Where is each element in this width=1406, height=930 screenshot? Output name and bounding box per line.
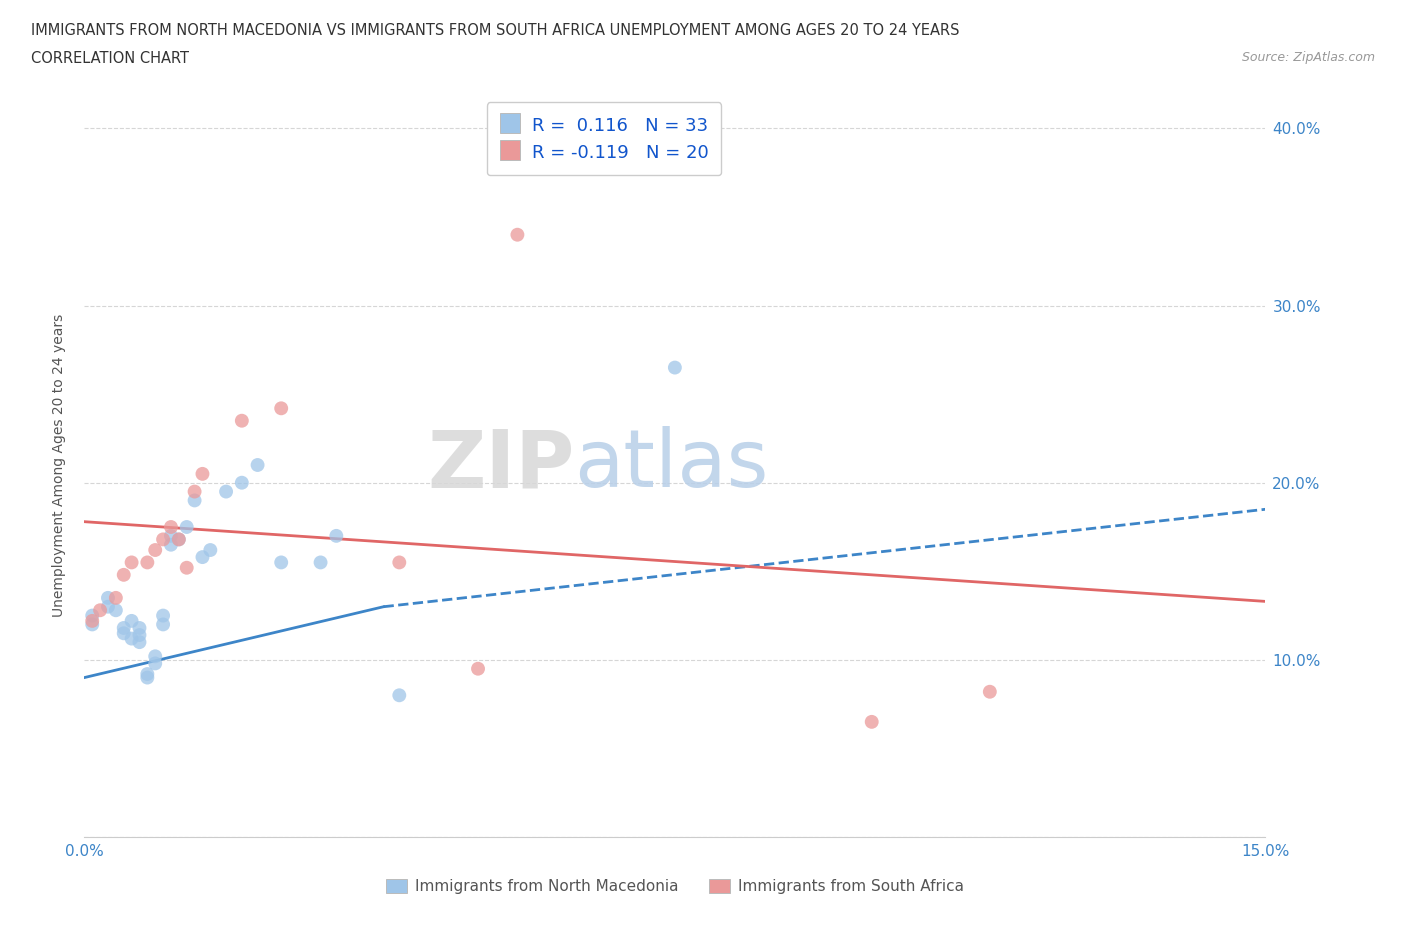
Y-axis label: Unemployment Among Ages 20 to 24 years: Unemployment Among Ages 20 to 24 years — [52, 313, 66, 617]
Point — [979, 684, 1001, 699]
Point — [467, 661, 489, 676]
Point — [176, 560, 198, 575]
Point — [325, 528, 347, 543]
Point — [388, 555, 411, 570]
Point — [136, 555, 159, 570]
Text: ZIP: ZIP — [427, 426, 575, 504]
Point — [89, 603, 111, 618]
Point — [121, 555, 143, 570]
Point — [112, 626, 135, 641]
Point — [191, 467, 214, 482]
Point — [128, 628, 150, 643]
Point — [664, 360, 686, 375]
Point — [82, 617, 104, 631]
Point — [143, 649, 166, 664]
Point — [104, 603, 127, 618]
Point — [191, 550, 214, 565]
Point — [152, 617, 174, 631]
Point — [160, 520, 183, 535]
Text: Source: ZipAtlas.com: Source: ZipAtlas.com — [1241, 51, 1375, 64]
Point — [215, 485, 238, 499]
Point — [121, 614, 143, 629]
Point — [104, 591, 127, 605]
Point — [270, 555, 292, 570]
Point — [309, 555, 332, 570]
Point — [231, 413, 253, 428]
Point — [506, 227, 529, 242]
Point — [176, 520, 198, 535]
Point — [121, 631, 143, 646]
Point — [82, 608, 104, 623]
Point — [97, 591, 120, 605]
Point — [160, 528, 183, 543]
Point — [160, 538, 183, 552]
Point — [136, 667, 159, 682]
Point — [152, 608, 174, 623]
Point — [246, 458, 269, 472]
Point — [112, 620, 135, 635]
Point — [167, 532, 190, 547]
Text: IMMIGRANTS FROM NORTH MACEDONIA VS IMMIGRANTS FROM SOUTH AFRICA UNEMPLOYMENT AMO: IMMIGRANTS FROM NORTH MACEDONIA VS IMMIG… — [31, 23, 959, 38]
Point — [167, 532, 190, 547]
Point — [860, 714, 883, 729]
Point — [82, 614, 104, 629]
Point — [183, 493, 205, 508]
Point — [183, 485, 205, 499]
Point — [152, 532, 174, 547]
Point — [270, 401, 292, 416]
Point — [231, 475, 253, 490]
Point — [128, 634, 150, 649]
Point — [128, 620, 150, 635]
Point — [388, 688, 411, 703]
Point — [200, 542, 222, 557]
Text: atlas: atlas — [575, 426, 769, 504]
Legend: Immigrants from North Macedonia, Immigrants from South Africa: Immigrants from North Macedonia, Immigra… — [380, 872, 970, 900]
Point — [97, 599, 120, 614]
Point — [143, 656, 166, 671]
Point — [112, 567, 135, 582]
Point — [143, 542, 166, 557]
Point — [136, 671, 159, 685]
Text: CORRELATION CHART: CORRELATION CHART — [31, 51, 188, 66]
